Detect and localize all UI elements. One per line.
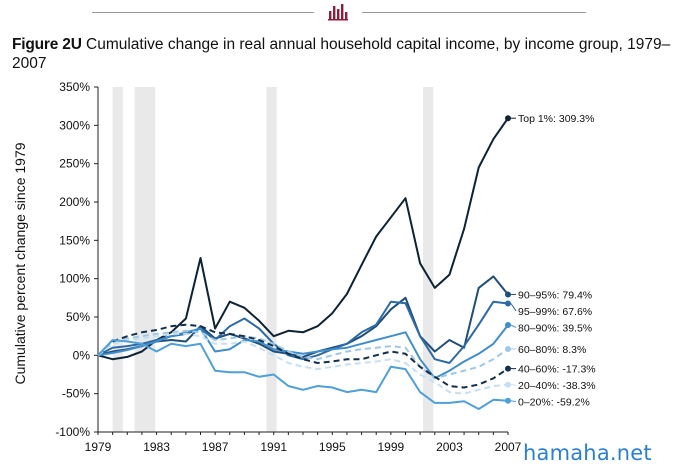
y-tick-label: 350% [59,80,90,94]
watermark: hamaha.net [523,441,652,465]
series-line [97,339,509,410]
series-end-marker [505,291,511,298]
x-tick-label: 1987 [202,440,229,454]
header-rule-right [362,12,586,13]
series-end-label: 90–95%: 79.4% [518,289,592,301]
series-end-label: 60–80%: 8.3% [518,344,586,356]
series-end-marker [505,345,511,352]
series-label-leader [510,324,517,328]
series-line [97,275,509,358]
x-tick-label: 1995 [319,440,346,454]
series-end-label: 80–90%: 39.5% [518,322,592,334]
series-end-marker [505,322,511,329]
series-end-label: 40–60%: -17.3% [518,364,596,376]
series-label-leader [510,400,517,403]
x-tick-label: 2007 [495,440,522,454]
series-end-marker [505,300,511,307]
series-end-label: 20–40%: -38.3% [518,380,596,392]
y-tick-label: 200% [59,195,90,209]
series-end-marker [505,397,511,404]
recession-band [112,87,123,432]
x-tick-label: 1991 [260,440,287,454]
y-tick-label: 50% [66,310,90,324]
series-end-label: 0–20%: -59.2% [518,397,590,409]
series-line [97,332,509,395]
x-tick-label: 2003 [436,440,463,454]
y-tick-label: 250% [59,157,90,171]
x-tick-label: 1999 [378,440,405,454]
y-tick-label: 100% [59,272,90,286]
series-line [97,323,509,389]
series-end-marker [505,365,511,372]
x-tick-label: 1979 [85,440,112,454]
bar-chart-logo-icon [328,4,348,21]
y-tick-label: 150% [59,233,90,247]
header-rule-left [92,12,314,13]
y-tick-label: 0% [73,348,91,362]
recession-band [266,87,277,432]
y-tick-label: -50% [62,387,90,401]
series-line [97,117,509,361]
figure-label: Figure 2U [12,36,82,53]
y-axis-label: Cumulative percent change since 1979 [12,142,28,384]
figure-title-text: Cumulative change in real annual househo… [12,36,671,72]
y-tick-label: 300% [59,118,90,132]
y-tick-label: -100% [55,425,90,439]
series-line [97,324,509,380]
series-end-label: 95–99%: 67.6% [518,306,592,318]
series-end-marker [505,115,511,122]
series-line [97,329,509,380]
recession-band [134,87,156,432]
recession-band [423,87,434,432]
figure-title: Figure 2U Cumulative change in real annu… [12,35,672,73]
x-tick-label: 1983 [143,440,170,454]
series-label-leader [510,303,517,312]
series-end-label: Top 1%: 309.3% [518,113,594,125]
series-end-marker [505,381,511,388]
